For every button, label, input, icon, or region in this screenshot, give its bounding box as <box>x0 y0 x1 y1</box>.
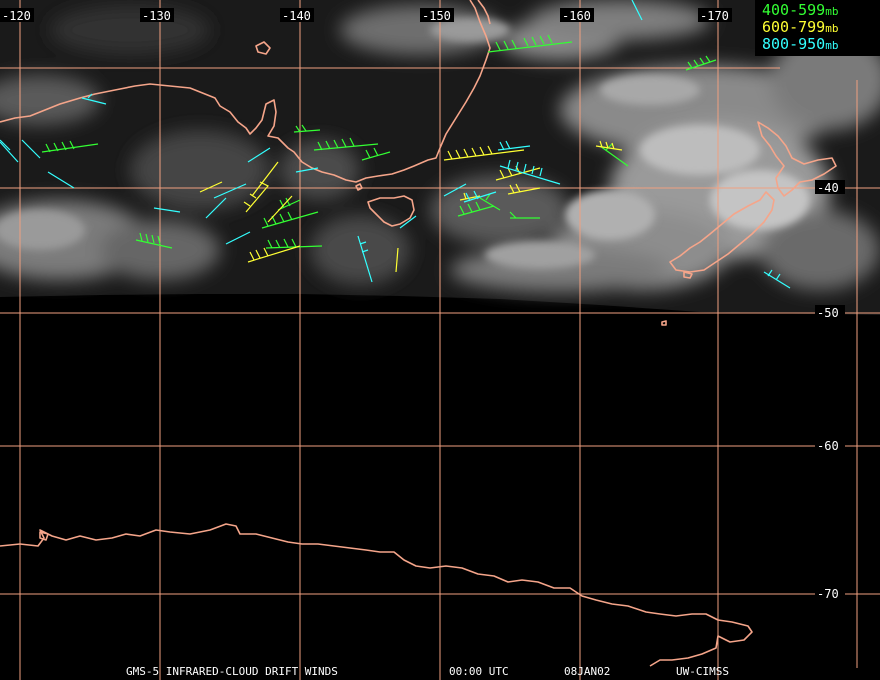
wind-barbs <box>0 0 791 289</box>
data-source: UW-CIMSS <box>676 665 729 678</box>
legend-entry-400-599: 400-599mb <box>762 1 838 19</box>
legend: 400-599mb 600-799mb 800-950mb <box>755 0 880 56</box>
new-zealand-north-island <box>757 121 837 197</box>
legend-entry-800-950: 800-950mb <box>762 35 838 53</box>
lat-label: -60 <box>817 439 839 453</box>
antarctica-coastline <box>0 523 753 667</box>
product-name: GMS-5 INFRARED-CLOUD DRIFT WINDS <box>126 665 338 678</box>
observation-time: 00:00 UTC <box>449 665 509 678</box>
longitude-labels: -120 -130 -140 -150 -160 -170 <box>0 8 732 23</box>
new-zealand-south-island <box>669 191 775 273</box>
lat-label: -50 <box>817 306 839 320</box>
tasmania-coastline <box>367 195 415 227</box>
australia-coastline <box>0 0 491 183</box>
latitude-labels: -40 -50 -60 -70 <box>815 180 845 601</box>
australia-cape <box>477 0 491 25</box>
island <box>355 183 363 191</box>
legend-entry-600-799: 600-799mb <box>762 18 838 36</box>
observation-date: 08JAN02 <box>564 665 611 678</box>
island <box>255 41 271 55</box>
island <box>683 271 693 279</box>
lon-label: -160 <box>562 9 591 23</box>
lon-label: -120 <box>2 9 31 23</box>
lon-label: -170 <box>700 9 729 23</box>
lon-label: -130 <box>142 9 171 23</box>
lon-label: -150 <box>422 9 451 23</box>
wind-barbs-400-599mb <box>41 34 717 249</box>
lon-label: -140 <box>282 9 311 23</box>
wind-barbs-800-950mb <box>0 0 791 289</box>
wind-barbs-600-799mb <box>199 140 623 273</box>
infrared-imagery <box>0 0 880 315</box>
coastlines <box>0 0 837 667</box>
island <box>39 531 49 541</box>
caption-bar: GMS-5 INFRARED-CLOUD DRIFT WINDS 00:00 U… <box>0 664 880 680</box>
lat-label: -70 <box>817 587 839 601</box>
lat-label: -40 <box>817 181 839 195</box>
island <box>661 320 667 326</box>
